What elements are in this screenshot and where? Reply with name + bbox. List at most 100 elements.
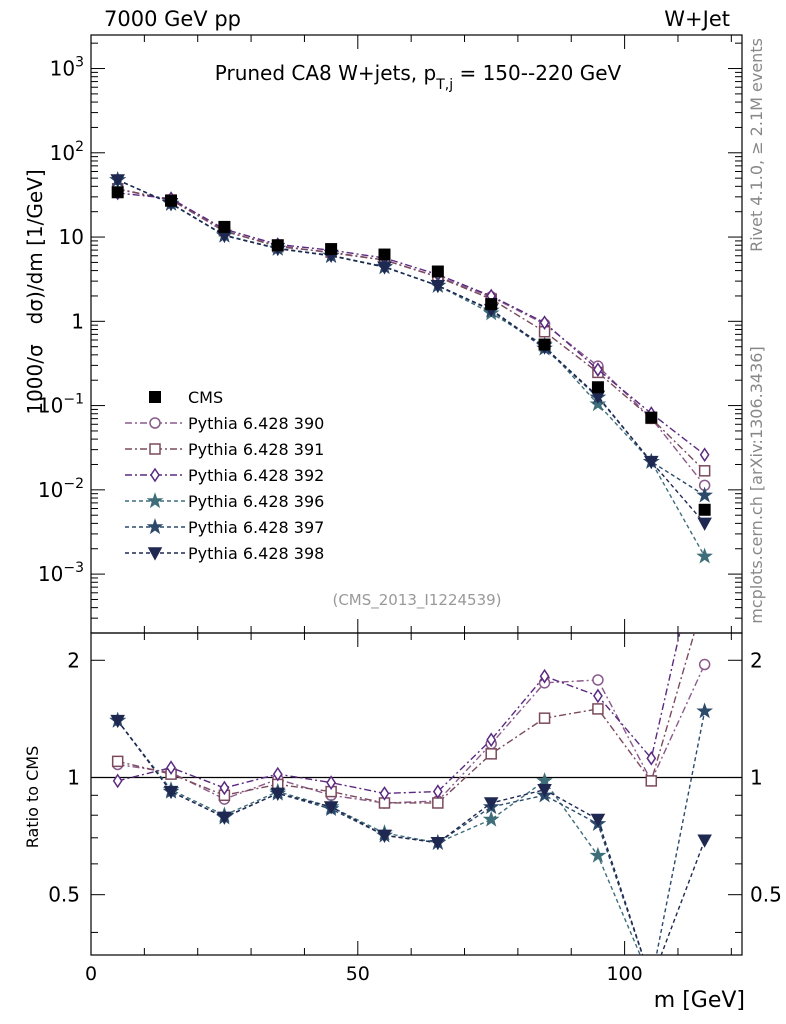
- ratio-tick-label: 1: [67, 765, 80, 789]
- series-point-ratio: [482, 810, 500, 827]
- x-tick-label: 50: [346, 963, 370, 985]
- series-point-ratio: [272, 766, 283, 782]
- series-line-ratio: [117, 720, 641, 955]
- mcplots-label: mcplots.cern.ch [arXiv:1306.3436]: [747, 346, 766, 623]
- series-line-ratio: [117, 633, 696, 804]
- ratio-tick-label-right: 1: [750, 765, 763, 789]
- cms-data-point: [218, 220, 231, 233]
- series-point-ratio: [696, 702, 713, 719]
- cms-data-point: [485, 298, 498, 311]
- series-point-ratio: [486, 732, 497, 748]
- legend-marker: [149, 417, 161, 429]
- series-point-ratio: [217, 811, 232, 825]
- cms-data-point: [111, 186, 124, 199]
- series-point-ratio: [698, 658, 711, 671]
- series-point-ratio: [110, 714, 125, 729]
- x-axis-label: m [GeV]: [654, 988, 745, 1013]
- legend-marker: [147, 547, 163, 561]
- ratio-tick-label-right: 0.5: [750, 883, 782, 907]
- series-point-main: [539, 315, 550, 330]
- y-tick-label: 103: [50, 55, 84, 81]
- series-point-main: [698, 465, 711, 477]
- rivet-label: Rivet 4.1.0, ≥ 2.1M events: [747, 38, 766, 252]
- series-point-ratio: [112, 773, 123, 789]
- series-point-ratio: [111, 755, 124, 768]
- series-line-ratio: [117, 720, 706, 955]
- y-tick-label: 10: [59, 225, 84, 249]
- legend-label: Pythia 6.428 392: [188, 466, 324, 485]
- series-line-main: [117, 192, 706, 456]
- series-point-ratio: [590, 813, 606, 828]
- main-ylabel: 1000/σdσ)/dm [1/GeV]: [23, 169, 47, 414]
- legend-marker: [146, 492, 164, 509]
- series-point-ratio: [539, 668, 550, 684]
- legend-label: Pythia 6.428 396: [188, 492, 324, 511]
- series-point-ratio: [166, 760, 176, 775]
- series-point-ratio: [432, 797, 444, 809]
- series-point-ratio: [485, 748, 497, 760]
- cms-data-point: [645, 411, 658, 424]
- series-point-ratio: [645, 975, 657, 987]
- series-point-ratio: [432, 784, 443, 799]
- x-tick-label: 100: [606, 963, 642, 985]
- main-title: Pruned CA8 W+jets, pT,j = 150--220 GeV: [215, 61, 622, 93]
- cms-data-point: [325, 243, 338, 256]
- ratio-tick-label-right: 2: [750, 648, 763, 672]
- legend-label: Pythia 6.428 390: [188, 414, 324, 433]
- legend-label-cms: CMS: [188, 388, 223, 407]
- series-point-main: [430, 279, 446, 294]
- series-point-ratio: [592, 703, 604, 715]
- series-point-ratio: [589, 846, 607, 863]
- series-line-ratio: [117, 711, 706, 955]
- series-point-ratio: [326, 775, 337, 790]
- y-tick-label: 102: [50, 139, 84, 165]
- series-point-ratio: [537, 784, 552, 798]
- legend-marker: [149, 443, 161, 455]
- series-point-ratio: [270, 787, 286, 801]
- series-point-ratio: [593, 688, 603, 704]
- series-point-ratio: [163, 785, 179, 800]
- y-tick-label: 10−3: [38, 560, 84, 586]
- series-point-main: [593, 362, 603, 377]
- series-point-ratio: [483, 797, 499, 811]
- cms-data-point: [591, 381, 604, 394]
- series-point-ratio: [646, 750, 657, 766]
- series-point-ratio: [697, 834, 712, 848]
- series-point-main: [377, 261, 392, 275]
- analysis-watermark: (CMS_2013_I1224539): [332, 591, 501, 610]
- series-point-ratio: [592, 674, 604, 686]
- series-point-ratio: [219, 780, 230, 796]
- cms-data-point: [538, 338, 551, 351]
- legend-marker-cms: [149, 391, 161, 403]
- series-point-main: [644, 455, 659, 470]
- series-line-main: [117, 179, 706, 557]
- legend-marker: [150, 467, 160, 483]
- cms-data-point: [431, 265, 444, 278]
- legend-label: Pythia 6.428 398: [188, 544, 324, 563]
- legend-marker: [146, 518, 164, 535]
- series-line-ratio: [117, 633, 681, 795]
- series-point-ratio: [379, 786, 390, 801]
- ratio-tick-label: 2: [67, 648, 80, 672]
- cms-data-point: [698, 503, 711, 516]
- series-point-ratio: [430, 836, 446, 851]
- cms-data-point: [378, 248, 391, 261]
- series-point-ratio: [377, 829, 392, 843]
- series-point-ratio: [323, 801, 339, 815]
- ratio-frame: [90, 632, 743, 956]
- ratio-tick-label: 0.5: [48, 883, 80, 907]
- cms-data-point: [165, 194, 178, 207]
- y-tick-label: 10−1: [38, 392, 84, 418]
- series-point-ratio: [645, 975, 657, 987]
- series-point-main: [699, 447, 710, 463]
- series-point-main: [110, 174, 125, 188]
- header-right: W+Jet: [664, 7, 730, 31]
- series-point-ratio: [536, 772, 553, 789]
- series-line-ratio: [117, 664, 706, 804]
- y-tick-label: 10−2: [38, 476, 84, 502]
- series-point-ratio: [700, 592, 710, 602]
- series-point-ratio: [538, 712, 551, 724]
- ratio-ylabel: Ratio to CMS: [23, 746, 42, 848]
- series-point-ratio: [645, 976, 657, 987]
